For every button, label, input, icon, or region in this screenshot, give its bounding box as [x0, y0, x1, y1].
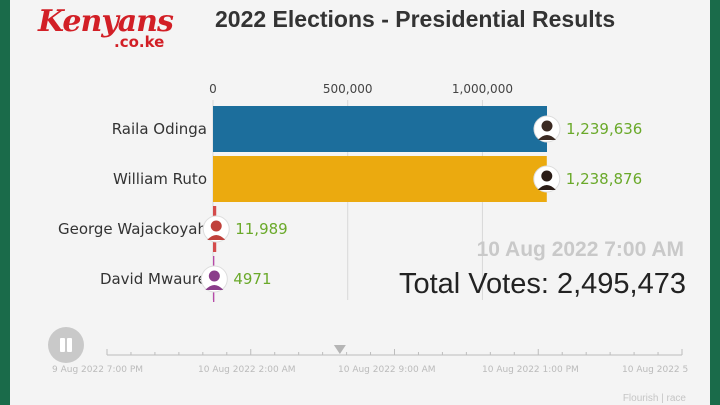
pause-icon-left-bar [60, 338, 65, 352]
bar-1 [213, 156, 547, 202]
page-title: 2022 Elections - Presidential Results [215, 6, 616, 32]
timeline-label-4: 10 Aug 2022 5 [622, 365, 688, 375]
category-label-3: David Mwaure [100, 270, 207, 288]
axis-tick-label-1: 500,000 [323, 82, 373, 96]
total-votes-value: 2,495,473 [556, 268, 686, 300]
total-votes-label: Total Votes: [398, 268, 557, 300]
bar-chart: 0 500,000 1,000,000 Raila Odinga 1,239,636 Wi… [58, 82, 642, 302]
candidate-avatar-3 [200, 265, 228, 293]
logo-brand: Kenyans [38, 4, 174, 39]
timeline-label-3: 10 Aug 2022 1:00 PM [482, 365, 579, 375]
value-label-1: 1,238,876 [566, 170, 642, 188]
timeline-label-2: 10 Aug 2022 9:00 AM [338, 365, 436, 375]
candidate-avatar-0 [533, 115, 561, 143]
avatar-head-0 [541, 120, 553, 132]
timestamp-label: 10 Aug 2022 7:00 AM [476, 238, 684, 261]
value-label-3: 4971 [233, 270, 271, 288]
avatar-head-1 [541, 170, 553, 182]
timeline-label-0: 9 Aug 2022 7:00 PM [52, 365, 143, 375]
chart-frame: Kenyans .co.ke 2022 Elections - Presiden… [10, 0, 710, 405]
pause-button[interactable] [48, 327, 84, 363]
candidate-avatar-1 [533, 165, 561, 193]
category-label-1: William Ruto [113, 170, 207, 188]
bar-0 [213, 106, 547, 152]
category-label-0: Raila Odinga [112, 120, 207, 138]
avatar-body-0 [538, 135, 556, 140]
pause-icon-right-bar [67, 338, 72, 352]
avatar-body-1 [537, 185, 556, 190]
timeline-slider[interactable]: 9 Aug 2022 7:00 PM 10 Aug 2022 2:00 AM 10 … [10, 340, 710, 390]
candidate-avatar-2 [202, 215, 230, 243]
value-label-0: 1,239,636 [566, 120, 642, 138]
axis-tick-label-2: 1,000,000 [452, 82, 513, 96]
axis-tick-label-0: 0 [209, 82, 217, 96]
avatar-head-2 [210, 220, 222, 232]
category-label-2: George Wajackoyah [58, 220, 207, 238]
credit-text: Flourish | race [622, 393, 686, 404]
avatar-body-2 [207, 235, 226, 240]
total-votes: Total Votes: 2,495,473 [399, 268, 686, 301]
timeline-handle[interactable] [333, 345, 346, 354]
timeline-label-1: 10 Aug 2022 2:00 AM [198, 365, 296, 375]
logo-domain: .co.ke [114, 33, 165, 51]
kenyans-logo[interactable]: Kenyans .co.ke [38, 6, 188, 52]
avatar-head-3 [208, 270, 220, 282]
avatar-body-3 [205, 285, 224, 290]
value-label-2: 11,989 [235, 220, 287, 238]
